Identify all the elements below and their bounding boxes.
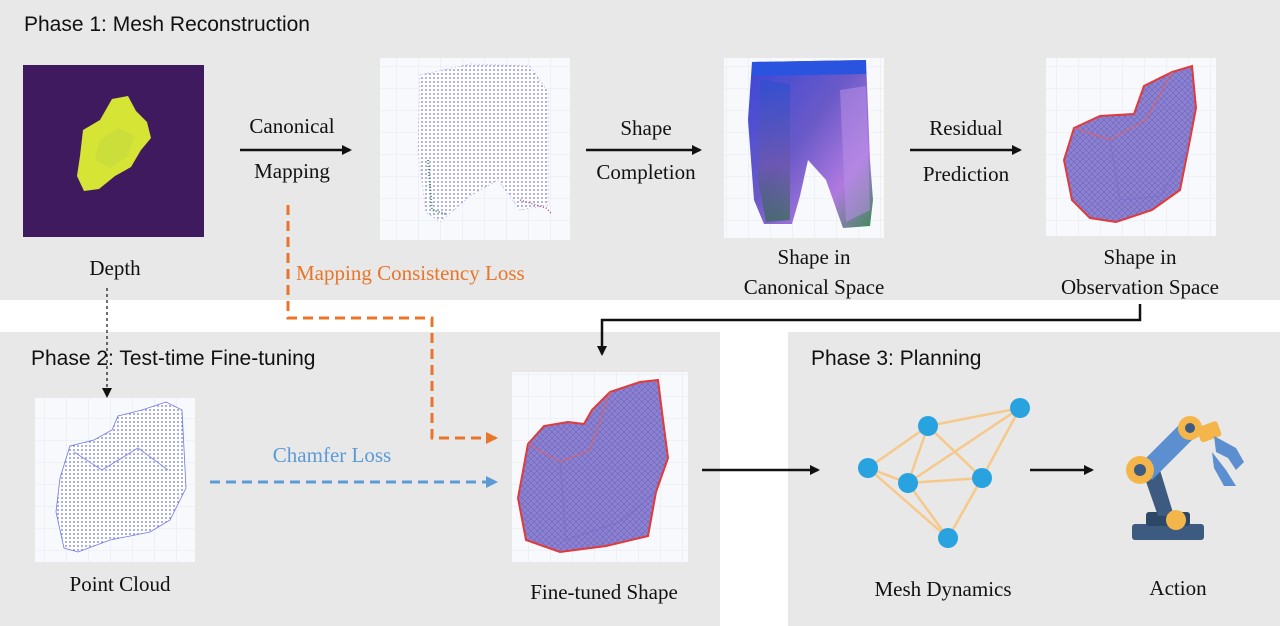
observation-to-finetune-arrow bbox=[597, 304, 1142, 356]
shape-completion-label-2: Completion bbox=[596, 160, 696, 184]
canonical-mapping-label-2: Mapping bbox=[254, 159, 330, 183]
residual-prediction-label-1: Residual bbox=[929, 116, 1003, 140]
action-label: Action bbox=[1149, 576, 1207, 600]
point-cloud-label: Point Cloud bbox=[69, 572, 171, 596]
mesh-graph-icon bbox=[858, 398, 1030, 548]
mapping-consistency-arrow bbox=[286, 205, 498, 444]
depth-label: Depth bbox=[89, 256, 141, 280]
phase1-title: Phase 1: Mesh Reconstruction bbox=[24, 13, 310, 36]
robot-arm-icon bbox=[1126, 416, 1244, 540]
arrows-black bbox=[240, 145, 1142, 475]
finetuned-shape-icon bbox=[512, 372, 688, 562]
finetuned-shape-label: Fine-tuned Shape bbox=[530, 580, 678, 604]
phase3-panel bbox=[788, 332, 1280, 626]
depth-map-icon bbox=[23, 65, 204, 237]
phase2-title: Phase 2: Test-time Fine-tuning bbox=[31, 347, 316, 370]
residual-prediction-label-2: Prediction bbox=[922, 162, 1010, 186]
observation-shape-label-1: Shape in bbox=[1103, 245, 1177, 269]
canonical-shape-label-1: Shape in bbox=[777, 245, 851, 269]
canonical-pointcloud-icon bbox=[380, 58, 570, 240]
canonical-mapping-label-1: Canonical bbox=[249, 114, 335, 138]
chamfer-loss-label: Chamfer Loss bbox=[272, 443, 392, 467]
mesh-dynamics-label: Mesh Dynamics bbox=[874, 577, 1012, 601]
canonical-shape-icon bbox=[724, 58, 884, 238]
observation-shape-label-2: Observation Space bbox=[1060, 275, 1220, 299]
mapping-consistency-loss-label: Mapping Consistency Loss bbox=[296, 261, 525, 285]
observation-shape-icon bbox=[1046, 58, 1216, 236]
shape-completion-label-1: Shape bbox=[620, 116, 672, 140]
canonical-shape-label-2: Canonical Space bbox=[743, 275, 885, 299]
phase3-title: Phase 3: Planning bbox=[811, 347, 982, 370]
point-cloud-icon bbox=[35, 398, 195, 562]
